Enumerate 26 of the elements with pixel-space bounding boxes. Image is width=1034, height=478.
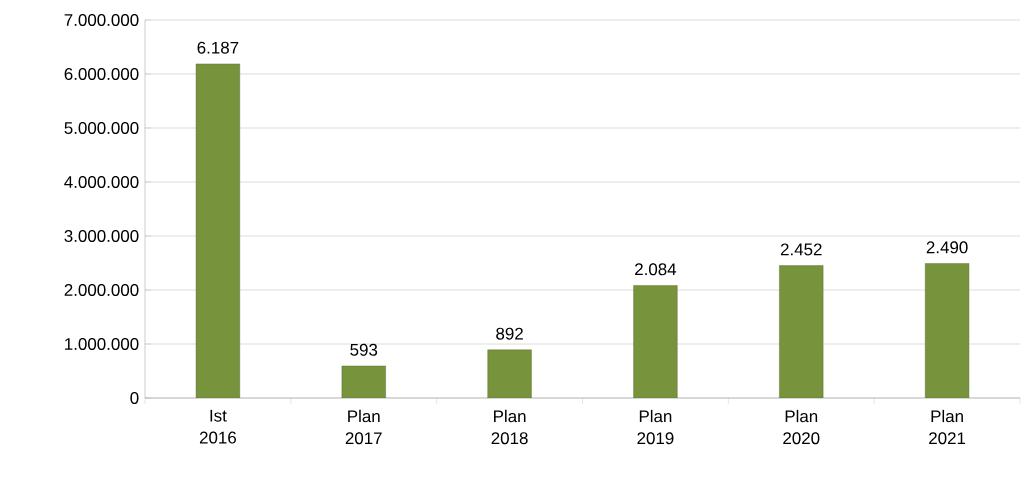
annotation: 892 bbox=[496, 327, 523, 340]
annotation: 2.452 bbox=[780, 243, 822, 256]
y-tick-label: 5.000.000 bbox=[64, 122, 139, 134]
x-tick-label: Plan 2020 bbox=[783, 409, 820, 445]
bar bbox=[633, 285, 678, 398]
x-tick-label: Plan 2021 bbox=[929, 409, 966, 445]
y-tick-label: 1.000.000 bbox=[65, 338, 139, 350]
bar bbox=[341, 365, 386, 398]
y-tick-label: 0 bbox=[130, 392, 139, 404]
annotation: 2.490 bbox=[926, 241, 968, 254]
bar bbox=[487, 349, 532, 398]
y-tick-label: 3.000.000 bbox=[64, 230, 139, 242]
annotation: 2.084 bbox=[635, 263, 677, 276]
y-tick-label: 4.000.000 bbox=[64, 176, 139, 188]
x-tick-label: Plan 2019 bbox=[637, 409, 674, 445]
y-tick-label: 6.000.000 bbox=[64, 68, 139, 80]
x-tick-label: Ist 2016 bbox=[199, 409, 236, 444]
bar bbox=[779, 265, 824, 398]
y-tick-label: 7.000.000 bbox=[64, 14, 139, 26]
bar bbox=[195, 63, 240, 398]
annotation: 593 bbox=[350, 343, 378, 356]
bar bbox=[925, 263, 970, 398]
annotation: 6.187 bbox=[197, 41, 239, 54]
y-tick-label: 2.000.000 bbox=[64, 284, 139, 296]
x-tick-label: Plan 2018 bbox=[491, 409, 528, 445]
x-tick-label: Plan 2017 bbox=[345, 409, 382, 445]
